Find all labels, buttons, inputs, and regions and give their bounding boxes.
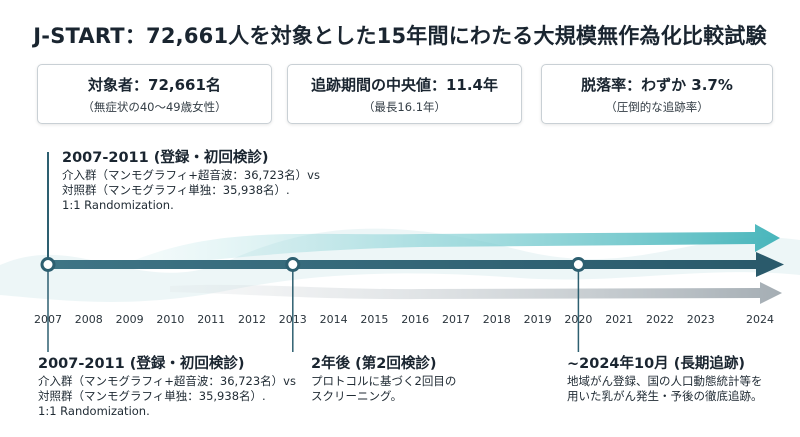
event-line: 介入群（マンモグラフィ+超音波：36,723名）vs — [38, 374, 296, 388]
year-tick-label: 2020 — [564, 313, 593, 326]
event-line: 地域がん登録、国の人口動態統計等を — [567, 374, 763, 388]
stat-main: 追跡期間の中央値：11.4年 — [310, 76, 498, 94]
event-line: 用いた乳がん発生・予後の徹底追跡。 — [567, 389, 763, 403]
year-tick-label: 2010 — [156, 313, 185, 326]
year-tick-label: 2013 — [278, 313, 307, 326]
year-tick-label: 2022 — [646, 313, 674, 326]
year-tick-label: 2011 — [197, 313, 226, 326]
event-line: プロトコルに基づく2回目の — [311, 374, 457, 388]
year-tick-label: 2009 — [115, 313, 144, 326]
stat-sub: （最長16.1年） — [362, 100, 447, 114]
year-tick-label: 2021 — [605, 313, 634, 326]
year-tick-label: 2023 — [686, 313, 715, 326]
stat-card-followup: 追跡期間の中央値：11.4年 （最長16.1年） — [287, 64, 522, 124]
year-tick-label: 2012 — [238, 313, 266, 326]
event-line: スクリーニング。 — [311, 389, 403, 403]
event-heading: 2007-2011 (登録・初回検診) — [62, 150, 269, 166]
timeline-arrowhead — [756, 252, 784, 277]
event-line: 対照群（マンモグラフィ単独：35,938名）. — [62, 183, 290, 197]
stat-main: 脱落率：わずか 3.7% — [581, 76, 733, 94]
milestone-dot — [40, 257, 56, 272]
year-tick-label: 2015 — [360, 313, 389, 326]
year-tick-label: 2016 — [401, 313, 430, 326]
event-long-term-followup: ~2024年10月 (長期追跡) 地域がん登録、国の人口動態統計等を 用いた乳が… — [567, 354, 763, 404]
event-heading: ~2024年10月 (長期追跡) — [567, 356, 745, 372]
year-tick-label: 2019 — [523, 313, 552, 326]
event-line: 対照群（マンモグラフィ単独：35,938名）. — [38, 389, 266, 403]
event-second-screening: 2年後 (第2回検診) プロトコルに基づく2回目の スクリーニング。 — [311, 354, 456, 404]
event-heading: 2007-2011 (登録・初回検診) — [38, 356, 245, 372]
year-tick-label: 2018 — [482, 313, 511, 326]
teal-ribbon — [130, 224, 780, 268]
event-line: 介入群（マンモグラフィ+超音波：36,723名）vs — [62, 168, 320, 182]
year-tick-label: 2017 — [442, 313, 470, 326]
year-tick-label: 2014 — [319, 313, 348, 326]
event-heading: 2年後 (第2回検診) — [311, 356, 437, 372]
milestone-dot — [570, 257, 586, 272]
stat-card-subjects: 対象者：72,661名 （無症状の40〜49歳女性） — [37, 64, 272, 124]
event-line: 1:1 Randomization. — [38, 404, 150, 418]
year-tick-label: 2007 — [34, 313, 62, 326]
year-tick-label: 2008 — [74, 313, 103, 326]
year-tick-label: 2024 — [746, 313, 774, 326]
page-title: J-START：72,661人を対象とした15年間にわたる大規模無作為化比較試験 — [33, 24, 767, 48]
event-line: 1:1 Randomization. — [62, 198, 174, 212]
timeline-axis — [48, 260, 758, 269]
stat-main: 対象者：72,661名 — [88, 76, 221, 94]
stat-card-dropout: 脱落率：わずか 3.7% （圧倒的な追跡率） — [541, 64, 773, 124]
event-enrollment: 2007-2011 (登録・初回検診) 介入群（マンモグラフィ+超音波：36,7… — [38, 354, 296, 419]
stat-sub: （無症状の40〜49歳女性） — [82, 100, 227, 114]
milestone-dot — [285, 257, 301, 272]
stat-sub: （圧倒的な追跡率） — [605, 100, 709, 114]
event-enrollment-top: 2007-2011 (登録・初回検診) 介入群（マンモグラフィ+超音波：36,7… — [62, 148, 320, 213]
gray-ribbon — [170, 282, 782, 304]
